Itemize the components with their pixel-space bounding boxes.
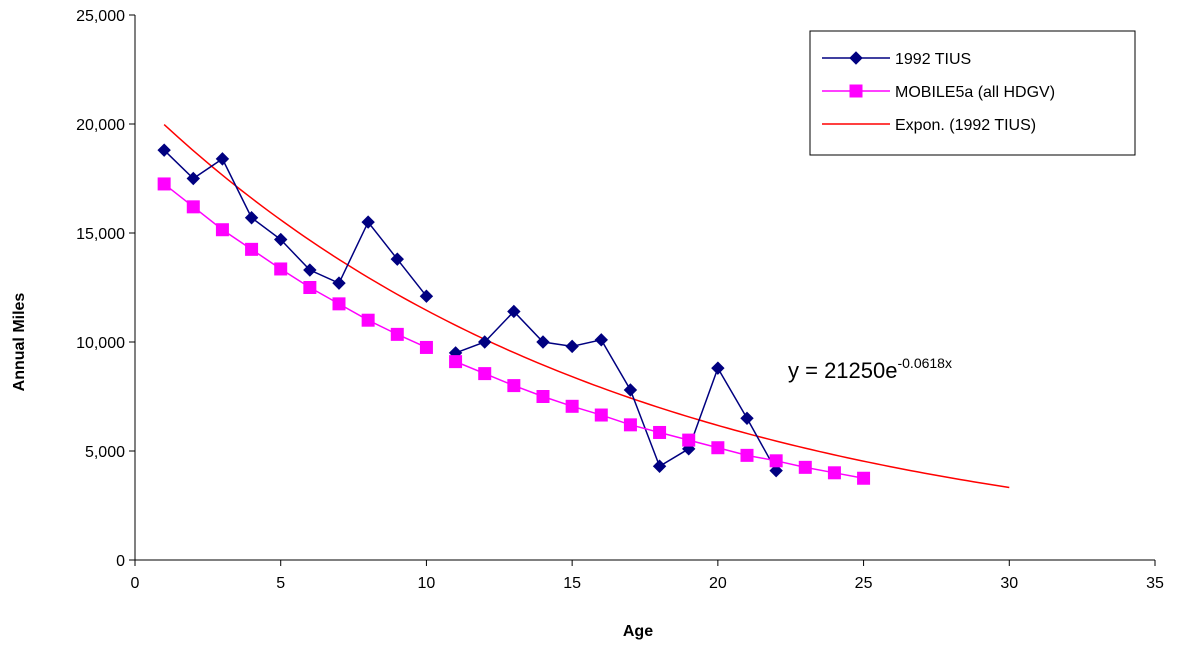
x-tick-label: 5 <box>276 575 285 592</box>
data-point <box>594 333 608 347</box>
data-point <box>623 383 638 397</box>
equation-base: y = 21250e <box>788 358 897 383</box>
legend-item: Expon. (1992 TIUS) <box>822 117 1036 134</box>
axes <box>129 14 1156 566</box>
x-tick-label: 20 <box>709 575 727 592</box>
legend-label: 1992 TIUS <box>895 51 971 68</box>
legend-items: 1992 TIUS MOBILE5a (all HDGV) Expon. (1992… <box>822 51 1055 134</box>
series-line <box>455 310 777 471</box>
y-axis-tick-labels: 0 5,000 10,000 15,000 20,000 25,000 <box>76 8 125 570</box>
x-axis-title: Age <box>623 623 653 640</box>
legend-label: Expon. (1992 TIUS) <box>895 117 1036 134</box>
series-line <box>163 149 428 297</box>
data-point <box>507 304 521 319</box>
y-tick-label: 0 <box>116 553 125 570</box>
series-layer <box>157 123 1010 489</box>
data-point <box>419 289 434 303</box>
data-point <box>740 448 754 462</box>
legend-box <box>809 30 1136 156</box>
legend-item: 1992 TIUS <box>822 51 971 68</box>
data-point <box>507 379 521 393</box>
data-point <box>157 177 171 191</box>
data-point <box>711 441 725 455</box>
data-point <box>303 281 317 294</box>
series-mobile5a <box>157 177 871 485</box>
data-point <box>740 411 754 426</box>
trendline-equation: y = 21250e-0.0618x <box>788 355 952 383</box>
data-point <box>274 262 288 276</box>
data-point <box>332 276 346 290</box>
legend: 1992 TIUS MOBILE5a (all HDGV) Expon. (1992… <box>809 30 1136 156</box>
x-tick-label: 10 <box>418 575 436 592</box>
data-point <box>682 433 696 447</box>
data-point <box>244 211 259 225</box>
data-point <box>565 339 579 354</box>
data-point <box>215 152 230 166</box>
x-axis-tick-labels: 0 5 10 15 20 25 30 35 <box>131 575 1164 592</box>
y-tick-label: 20,000 <box>76 117 125 134</box>
data-point <box>565 399 579 413</box>
x-tick-label: 35 <box>1146 575 1164 592</box>
y-tick-label: 5,000 <box>85 444 125 461</box>
data-point <box>653 425 667 439</box>
data-point <box>157 143 171 157</box>
data-point <box>478 367 492 381</box>
data-point <box>449 355 463 369</box>
data-point <box>390 327 404 341</box>
series-line <box>163 183 427 349</box>
data-point <box>303 263 317 277</box>
data-point <box>536 335 550 349</box>
data-point <box>390 252 404 266</box>
series-tius-1992 <box>157 143 783 478</box>
legend-item: MOBILE5a (all HDGV) <box>822 84 1055 101</box>
data-point <box>536 390 550 403</box>
data-point <box>215 223 229 237</box>
data-point <box>186 200 200 214</box>
series-exponential-trendline <box>163 123 1010 489</box>
data-point <box>827 466 841 480</box>
data-point <box>769 454 783 468</box>
data-point <box>594 408 608 422</box>
legend-label: MOBILE5a (all HDGV) <box>895 84 1055 101</box>
legend-swatch-marker <box>849 84 863 98</box>
y-tick-label: 25,000 <box>76 8 125 25</box>
legend-swatch-marker <box>849 51 863 65</box>
data-point <box>186 171 200 186</box>
data-point <box>798 460 812 474</box>
x-tick-label: 30 <box>1000 575 1018 592</box>
data-point <box>274 232 288 247</box>
data-point <box>769 463 783 478</box>
y-axis-title: Annual Miles <box>11 293 28 392</box>
data-point <box>245 242 259 256</box>
data-point <box>652 459 667 473</box>
x-tick-label: 15 <box>563 575 581 592</box>
data-point <box>857 471 871 485</box>
data-point <box>361 215 375 229</box>
trendline-curve <box>163 123 1010 489</box>
data-point <box>361 313 375 327</box>
equation-exponent: -0.0618x <box>897 355 951 371</box>
data-point <box>623 418 637 432</box>
x-tick-label: 0 <box>131 575 140 592</box>
data-point <box>419 340 433 354</box>
data-point <box>332 297 346 311</box>
data-point <box>478 335 492 349</box>
x-tick-label: 25 <box>855 575 873 592</box>
data-point <box>711 361 725 375</box>
y-tick-label: 10,000 <box>76 335 125 352</box>
y-tick-label: 15,000 <box>76 226 125 243</box>
